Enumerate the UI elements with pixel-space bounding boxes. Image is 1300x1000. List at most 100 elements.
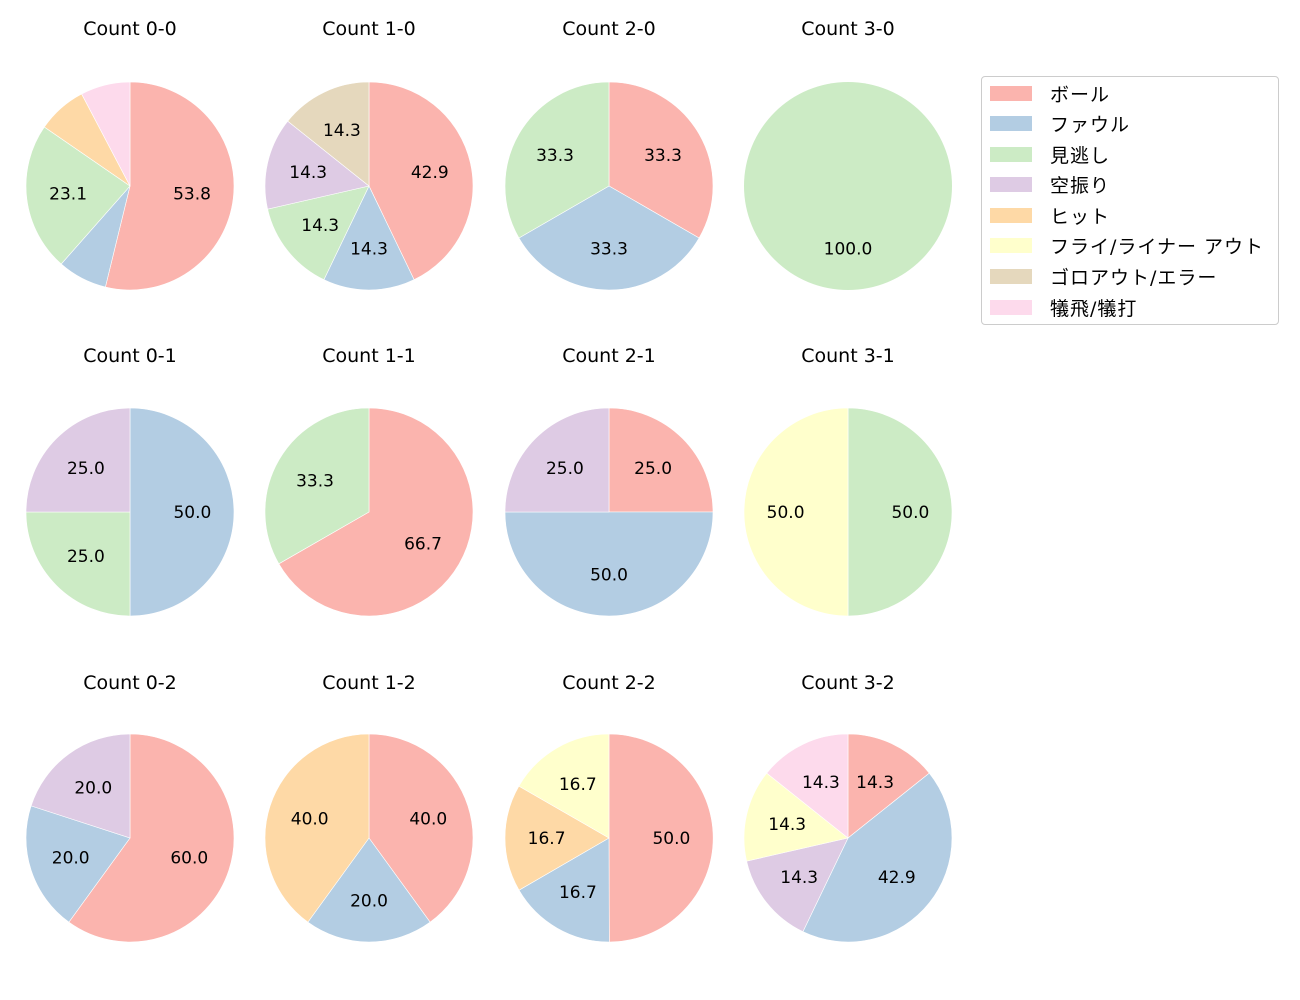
slice-label: 50.0 bbox=[767, 503, 805, 523]
legend-item-sacrifice: 犠飛/犠打 bbox=[990, 295, 1138, 320]
pie-title: Count 2-1 bbox=[562, 345, 656, 367]
pie-slice bbox=[264, 407, 370, 565]
legend-item-grounder-out-error: ゴロアウト/エラー bbox=[990, 264, 1218, 289]
pie-title: Count 3-1 bbox=[801, 345, 895, 367]
legend-item-swinging-strike: 空振り bbox=[990, 172, 1111, 197]
legend-item-hit: ヒット bbox=[990, 203, 1111, 228]
pie-title: Count 3-2 bbox=[801, 672, 895, 694]
pie-count-2-1: Count 2-1 25.0 50.0 25.0 bbox=[504, 345, 714, 617]
pie-slice bbox=[81, 81, 131, 187]
pie-count-0-1: Count 0-1 50.0 25.0 25.0 bbox=[25, 345, 235, 617]
slice-label: 14.3 bbox=[856, 773, 894, 793]
pie-slice bbox=[504, 407, 610, 513]
pie-slice bbox=[608, 407, 714, 513]
pie-slice bbox=[847, 733, 930, 839]
legend: ボール ファウル 見逃し 空振り ヒット フライ/ライナー アウト ゴロアウト/… bbox=[981, 76, 1279, 325]
pie-count-2-0: Count 2-0 33.3 33.3 33.3 bbox=[504, 18, 714, 291]
legend-label: 見逃し bbox=[1050, 144, 1111, 167]
slice-label: 23.1 bbox=[49, 185, 87, 205]
pie-title: Count 1-2 bbox=[322, 672, 416, 694]
slice-label: 33.3 bbox=[536, 146, 574, 166]
pie-slice bbox=[802, 772, 953, 943]
slice-label: 14.3 bbox=[802, 773, 840, 793]
pie-slice bbox=[25, 407, 131, 513]
pie-slice bbox=[368, 81, 474, 281]
pie-count-1-0: Count 1-0 42.9 14.3 14.3 14.3 14.3 bbox=[264, 18, 474, 291]
pie-slice bbox=[323, 185, 415, 291]
legend-item-ball: ボール bbox=[990, 81, 1110, 106]
legend-swatch bbox=[990, 176, 1032, 192]
legend-item-foul: ファウル bbox=[990, 111, 1131, 136]
legend-swatch bbox=[990, 237, 1032, 253]
pie-slice bbox=[744, 82, 952, 290]
pie-title: Count 1-0 bbox=[322, 18, 416, 40]
legend-label: 空振り bbox=[1050, 174, 1111, 197]
legend-item-fly-liner-out: フライ/ライナー アウト bbox=[990, 233, 1265, 258]
slice-label: 100.0 bbox=[824, 239, 873, 259]
pie-slice bbox=[264, 120, 370, 210]
pie-slice bbox=[25, 805, 131, 923]
pie-slice bbox=[766, 733, 849, 839]
pie-slice bbox=[743, 407, 849, 617]
pie-slice bbox=[608, 733, 714, 943]
slice-label: 60.0 bbox=[170, 848, 208, 868]
pie-count-3-0: Count 3-0 100.0 bbox=[744, 18, 952, 290]
slice-label: 20.0 bbox=[52, 848, 90, 868]
pie-slice bbox=[504, 785, 610, 891]
slice-label: 14.3 bbox=[780, 868, 818, 888]
slice-label: 16.7 bbox=[559, 775, 597, 795]
legend-label: ファウル bbox=[1050, 113, 1131, 136]
slice-label: 33.3 bbox=[296, 472, 334, 492]
pie-slice bbox=[278, 407, 474, 617]
pie-slice bbox=[504, 511, 714, 617]
slice-label: 14.3 bbox=[768, 815, 806, 835]
pie-title: Count 3-0 bbox=[801, 18, 895, 40]
legend-label: フライ/ライナー アウト bbox=[1050, 235, 1265, 258]
pie-count-0-0: Count 0-0 53.8 23.1 bbox=[25, 18, 235, 291]
pie-title: Count 2-2 bbox=[562, 672, 656, 694]
slice-label: 14.3 bbox=[350, 239, 388, 259]
pie-slice bbox=[504, 81, 610, 239]
pie-title: Count 1-1 bbox=[322, 345, 416, 367]
slice-label: 16.7 bbox=[559, 883, 597, 903]
slice-label: 25.0 bbox=[67, 547, 105, 567]
pie-slice bbox=[267, 185, 370, 281]
pie-slice bbox=[129, 407, 235, 617]
pie-slice bbox=[25, 126, 131, 265]
legend-label: 犠飛/犠打 bbox=[1050, 297, 1138, 320]
pie-title: Count 0-0 bbox=[83, 18, 177, 40]
pie-slice bbox=[105, 81, 235, 291]
pie-slice bbox=[608, 81, 714, 239]
legend-swatch bbox=[990, 115, 1032, 131]
slice-label: 14.3 bbox=[289, 163, 327, 183]
slice-label: 66.7 bbox=[404, 534, 442, 554]
legend-swatch bbox=[990, 146, 1032, 162]
pie-slice bbox=[518, 837, 610, 943]
pie-slice bbox=[518, 733, 610, 839]
pie-slice bbox=[368, 733, 474, 923]
slice-label: 20.0 bbox=[350, 891, 388, 911]
pie-slice bbox=[287, 81, 370, 187]
pie-count-1-2: Count 1-2 40.0 20.0 40.0 bbox=[264, 672, 474, 943]
legend-swatch bbox=[990, 207, 1032, 223]
pie-count-2-2: Count 2-2 50.0 16.7 16.7 16.7 bbox=[504, 672, 714, 943]
slice-label: 25.0 bbox=[546, 459, 584, 479]
slice-label: 33.3 bbox=[590, 239, 628, 259]
slice-label: 50.0 bbox=[173, 503, 211, 523]
legend-label: ヒット bbox=[1050, 205, 1111, 228]
legend-swatch bbox=[990, 299, 1032, 315]
pie-title: Count 2-0 bbox=[562, 18, 656, 40]
legend-label: ゴロアウト/エラー bbox=[1050, 266, 1218, 289]
slice-label: 14.3 bbox=[323, 121, 361, 141]
slice-label: 20.0 bbox=[74, 779, 112, 799]
slice-label: 50.0 bbox=[652, 829, 690, 849]
slice-label: 40.0 bbox=[291, 810, 329, 830]
pie-count-1-1: Count 1-1 66.7 33.3 bbox=[264, 345, 474, 617]
pie-count-3-1: Count 3-1 50.0 50.0 bbox=[743, 345, 953, 617]
pie-slice bbox=[264, 733, 370, 923]
slice-label: 25.0 bbox=[67, 459, 105, 479]
pie-count-3-2: Count 3-2 14.3 42.9 14.3 14.3 14.3 bbox=[743, 672, 953, 943]
pie-slice bbox=[68, 733, 235, 943]
pie-slice bbox=[30, 733, 131, 839]
